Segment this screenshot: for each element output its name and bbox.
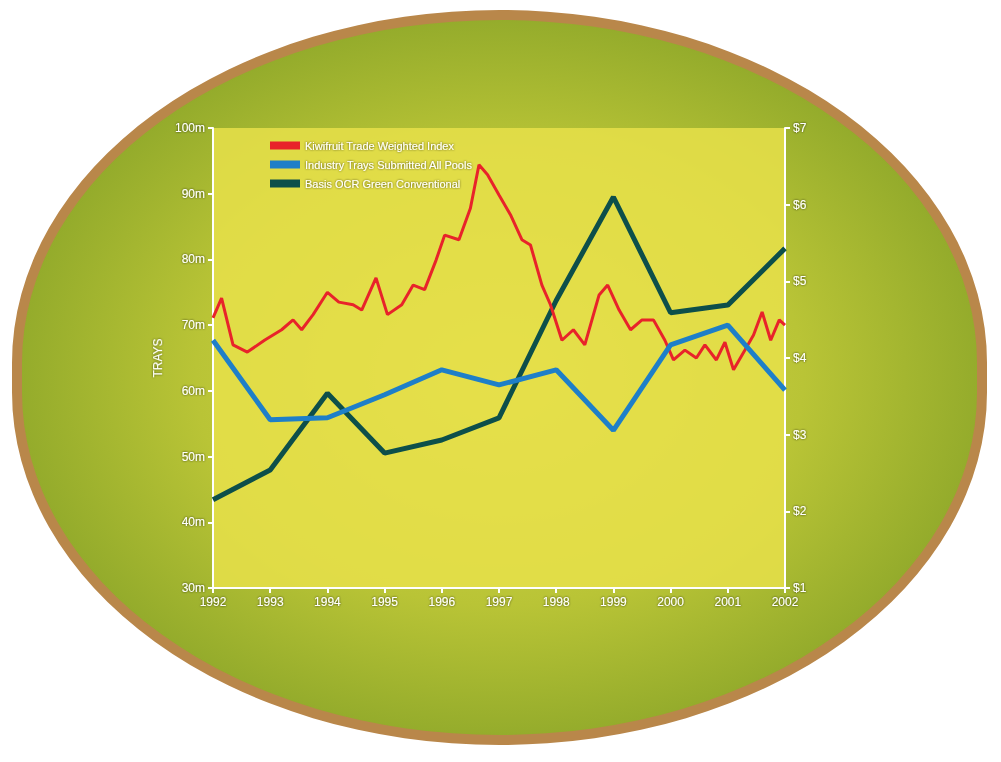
- svg-text:1993: 1993: [257, 595, 284, 609]
- svg-text:$3: $3: [793, 428, 807, 442]
- svg-text:1997: 1997: [486, 595, 513, 609]
- svg-text:1999: 1999: [600, 595, 627, 609]
- svg-text:$7: $7: [793, 121, 807, 135]
- svg-text:Industry Trays Submitted All P: Industry Trays Submitted All Pools: [305, 159, 472, 171]
- svg-text:Kiwifruit Trade Weighted Index: Kiwifruit Trade Weighted Index: [305, 140, 454, 152]
- svg-text:70m: 70m: [182, 318, 205, 332]
- svg-text:$6: $6: [793, 198, 807, 212]
- svg-text:TRAYS: TRAYS: [151, 338, 165, 377]
- svg-text:100m: 100m: [175, 121, 205, 135]
- svg-text:2002: 2002: [772, 595, 799, 609]
- svg-text:1995: 1995: [371, 595, 398, 609]
- svg-text:80m: 80m: [182, 252, 205, 266]
- svg-text:2001: 2001: [714, 595, 741, 609]
- svg-text:1996: 1996: [428, 595, 455, 609]
- svg-text:40m: 40m: [182, 515, 205, 529]
- svg-text:50m: 50m: [182, 450, 205, 464]
- svg-text:1994: 1994: [314, 595, 341, 609]
- svg-text:$5: $5: [793, 274, 807, 288]
- svg-text:90m: 90m: [182, 187, 205, 201]
- svg-text:1992: 1992: [200, 595, 227, 609]
- svg-text:$2: $2: [793, 504, 807, 518]
- svg-text:2000: 2000: [657, 595, 684, 609]
- svg-text:1998: 1998: [543, 595, 570, 609]
- svg-text:$1: $1: [793, 581, 807, 595]
- svg-text:30m: 30m: [182, 581, 205, 595]
- svg-text:$4: $4: [793, 351, 807, 365]
- svg-text:Basis OCR Green Conventional: Basis OCR Green Conventional: [305, 178, 460, 190]
- svg-text:60m: 60m: [182, 384, 205, 398]
